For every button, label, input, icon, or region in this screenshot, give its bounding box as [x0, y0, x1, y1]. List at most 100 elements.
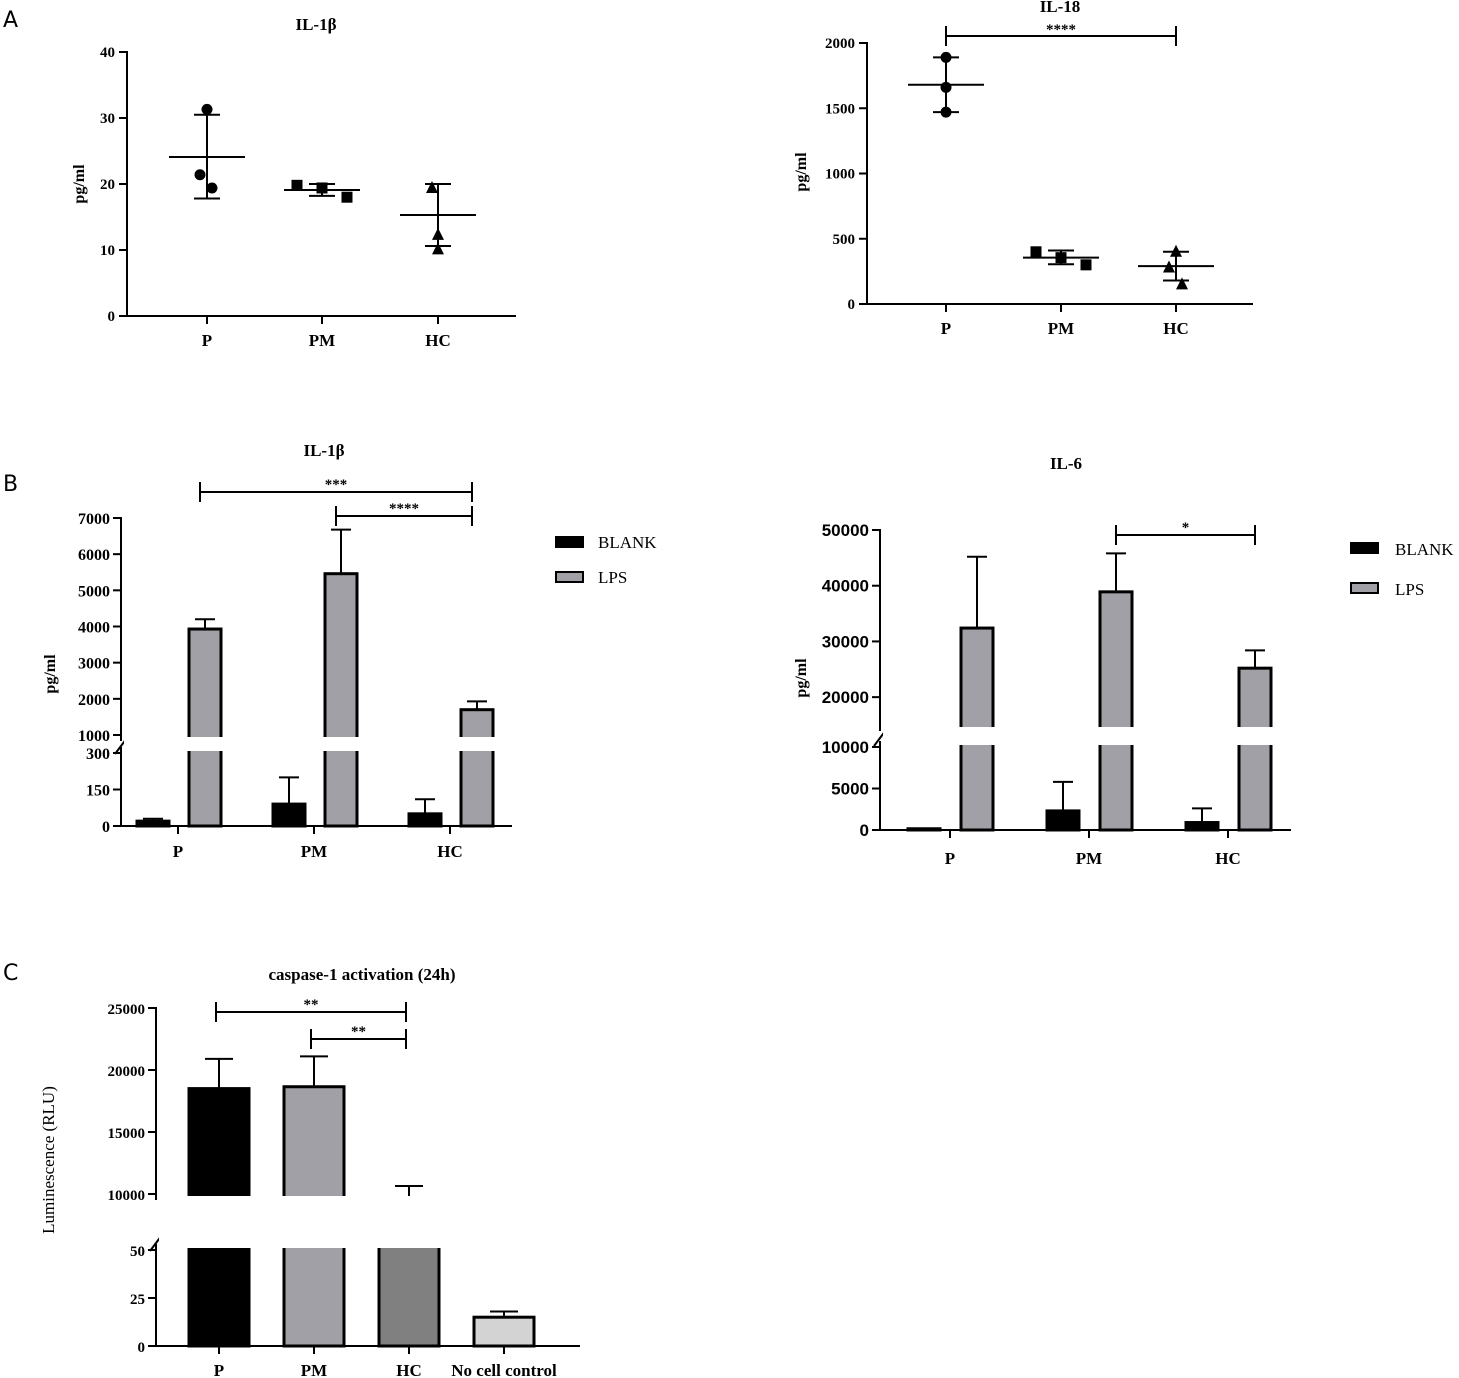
y-tick-label: 4000: [78, 620, 110, 637]
y-tick-label: 10: [100, 243, 115, 259]
data-point: [940, 81, 952, 93]
chart-title: IL-1β: [303, 441, 344, 460]
y-tick-label: 20: [100, 177, 115, 193]
y-tick-label: 2000: [78, 692, 110, 709]
x-tick-label: HC: [1163, 319, 1189, 338]
significance-label: ****: [389, 501, 419, 517]
chart-title: IL-1β: [295, 15, 336, 34]
significance-label: **: [351, 1024, 366, 1040]
data-point: [316, 182, 328, 194]
axis-break-gap: [883, 727, 1294, 745]
data-point: [940, 106, 952, 118]
data-point: [1163, 260, 1175, 273]
data-point: [940, 51, 952, 63]
data-point: [432, 242, 444, 255]
bar-lps: [323, 572, 359, 828]
significance-label: ****: [1046, 22, 1076, 38]
x-tick-label: P: [173, 842, 183, 861]
significance-label: *: [1182, 520, 1190, 536]
bar-blank: [906, 827, 942, 832]
y-tick-label: 0: [848, 297, 856, 313]
significance-label: ***: [325, 477, 348, 493]
y-tick-label: 25000: [108, 1002, 146, 1018]
chart-il1b-bars: IL-1β pg/ml P PM HC BLANK LPS 0 150 300100…: [42, 441, 657, 861]
bar: [472, 1315, 536, 1348]
axis-break-gap: [124, 737, 515, 751]
y-tick-label: 0: [138, 1340, 146, 1356]
axis-break-gap: [159, 1196, 583, 1248]
y-tick-label: 7000: [78, 511, 110, 528]
chart-caspase1-bars: caspase-1 activation (24h) Luminescence …: [39, 965, 583, 1378]
bar-blank: [135, 819, 171, 828]
x-tick-label: PM: [1076, 849, 1102, 868]
y-tick-label: 150: [86, 783, 110, 800]
legend-label-lps: LPS: [598, 568, 627, 587]
x-tick-label: PM: [309, 331, 335, 350]
legend-label-lps: LPS: [1395, 580, 1424, 599]
chart-title: IL-18: [1040, 0, 1081, 16]
y-axis-label: pg/ml: [793, 658, 810, 698]
data-point: [432, 227, 444, 240]
x-tick-label: P: [202, 331, 212, 350]
y-tick-label: 15000: [108, 1126, 146, 1142]
y-axis-label: Luminescence (RLU): [39, 1086, 58, 1234]
x-tick-label: No cell control: [451, 1361, 557, 1378]
y-axis-label: pg/ml: [42, 654, 59, 694]
y-tick-label: 30000: [822, 632, 869, 651]
y-tick-label: 0: [102, 819, 110, 836]
data-point: [1080, 259, 1092, 271]
x-tick-label: PM: [301, 842, 327, 861]
y-tick-label: 5000: [78, 583, 110, 600]
x-tick-label: P: [945, 849, 955, 868]
y-tick-label: 6000: [78, 547, 110, 564]
data-point: [1176, 277, 1188, 290]
panel-label-c: C: [3, 961, 18, 986]
bar-blank: [407, 812, 443, 828]
chart-il6-bars: IL-6 pg/ml P PM HC BLANK LPS 0 5000 10000 2…: [793, 454, 1454, 868]
y-tick-label: 1500: [825, 101, 855, 117]
x-tick-label: HC: [425, 331, 451, 350]
y-tick-label: 500: [833, 232, 856, 248]
panel-label-b: B: [3, 472, 18, 497]
x-tick-label: HC: [1215, 849, 1241, 868]
y-tick-label: 40000: [822, 577, 869, 596]
legend-swatch-lps: [1350, 582, 1379, 594]
legend-swatch-blank: [555, 536, 584, 548]
bar-lps: [187, 627, 223, 828]
data-point: [291, 179, 303, 191]
y-tick-label: 50: [130, 1244, 145, 1260]
y-tick-label: 5000: [831, 780, 869, 799]
y-axis-label: pg/ml: [793, 152, 810, 192]
y-tick-label: 20000: [108, 1064, 146, 1080]
legend-label-blank: BLANK: [1395, 540, 1454, 559]
y-axis-label: pg/ml: [71, 164, 88, 204]
data-point: [1170, 244, 1182, 257]
y-tick-label: 2000: [825, 36, 855, 52]
x-tick-label: P: [941, 319, 951, 338]
bar-blank: [1184, 821, 1220, 832]
bar-lps: [1098, 590, 1134, 832]
y-tick-label: 10000: [822, 738, 869, 757]
y-tick-label: 0: [108, 309, 116, 325]
data-point: [1030, 246, 1042, 258]
data-point: [201, 103, 213, 115]
bar-blank: [271, 802, 307, 828]
y-tick-label: 25: [130, 1292, 145, 1308]
chart-title: IL-6: [1050, 454, 1082, 473]
data-point: [1055, 252, 1067, 264]
y-tick-label: 20000: [822, 688, 869, 707]
chart-il18-scatter: IL-18 pg/ml P PM HC 0 500 1000 1500 2000 ****: [793, 0, 1253, 338]
x-tick-label: PM: [301, 1361, 327, 1378]
data-point: [194, 169, 206, 181]
x-tick-label: HC: [396, 1361, 422, 1378]
y-tick-label: 30: [100, 111, 115, 127]
significance-label: **: [304, 997, 319, 1013]
data-point: [426, 180, 438, 193]
legend-swatch-blank: [1350, 542, 1379, 554]
data-point: [341, 191, 353, 203]
chart-il1b-scatter: IL-1β pg/ml P PM HC 0 10 20 30 40: [71, 15, 516, 350]
legend-label-blank: BLANK: [598, 533, 657, 552]
y-tick-label: 3000: [78, 656, 110, 673]
y-tick-label: 40: [100, 45, 115, 61]
